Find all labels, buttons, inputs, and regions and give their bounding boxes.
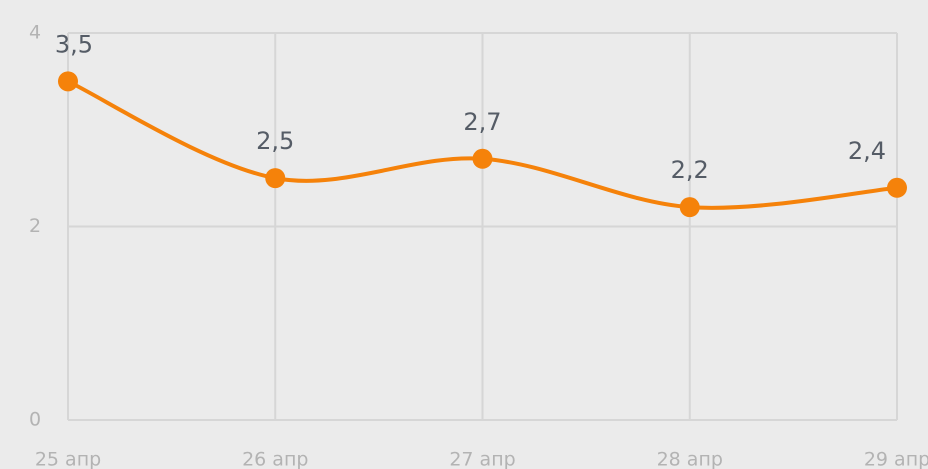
data-label: 2,7	[463, 108, 501, 136]
y-tick-label: 4	[29, 22, 41, 44]
point	[58, 71, 78, 92]
x-tick-label: 27 апр	[449, 449, 515, 469]
point	[265, 168, 286, 189]
y-tick-label: 0	[29, 409, 41, 431]
point	[887, 177, 907, 198]
data-label: 2,4	[848, 137, 886, 165]
data-label: 2,2	[671, 156, 709, 184]
x-tick-label: 25 апр	[35, 449, 101, 469]
point	[679, 197, 700, 218]
y-tick-label: 2	[29, 215, 41, 237]
x-tick-label: 29 апр	[864, 449, 928, 469]
data-label: 2,5	[256, 127, 294, 155]
point	[472, 148, 493, 169]
x-tick-label: 26 апр	[242, 449, 308, 469]
x-tick-label: 28 апр	[657, 449, 723, 469]
data-label: 3,5	[55, 30, 93, 58]
